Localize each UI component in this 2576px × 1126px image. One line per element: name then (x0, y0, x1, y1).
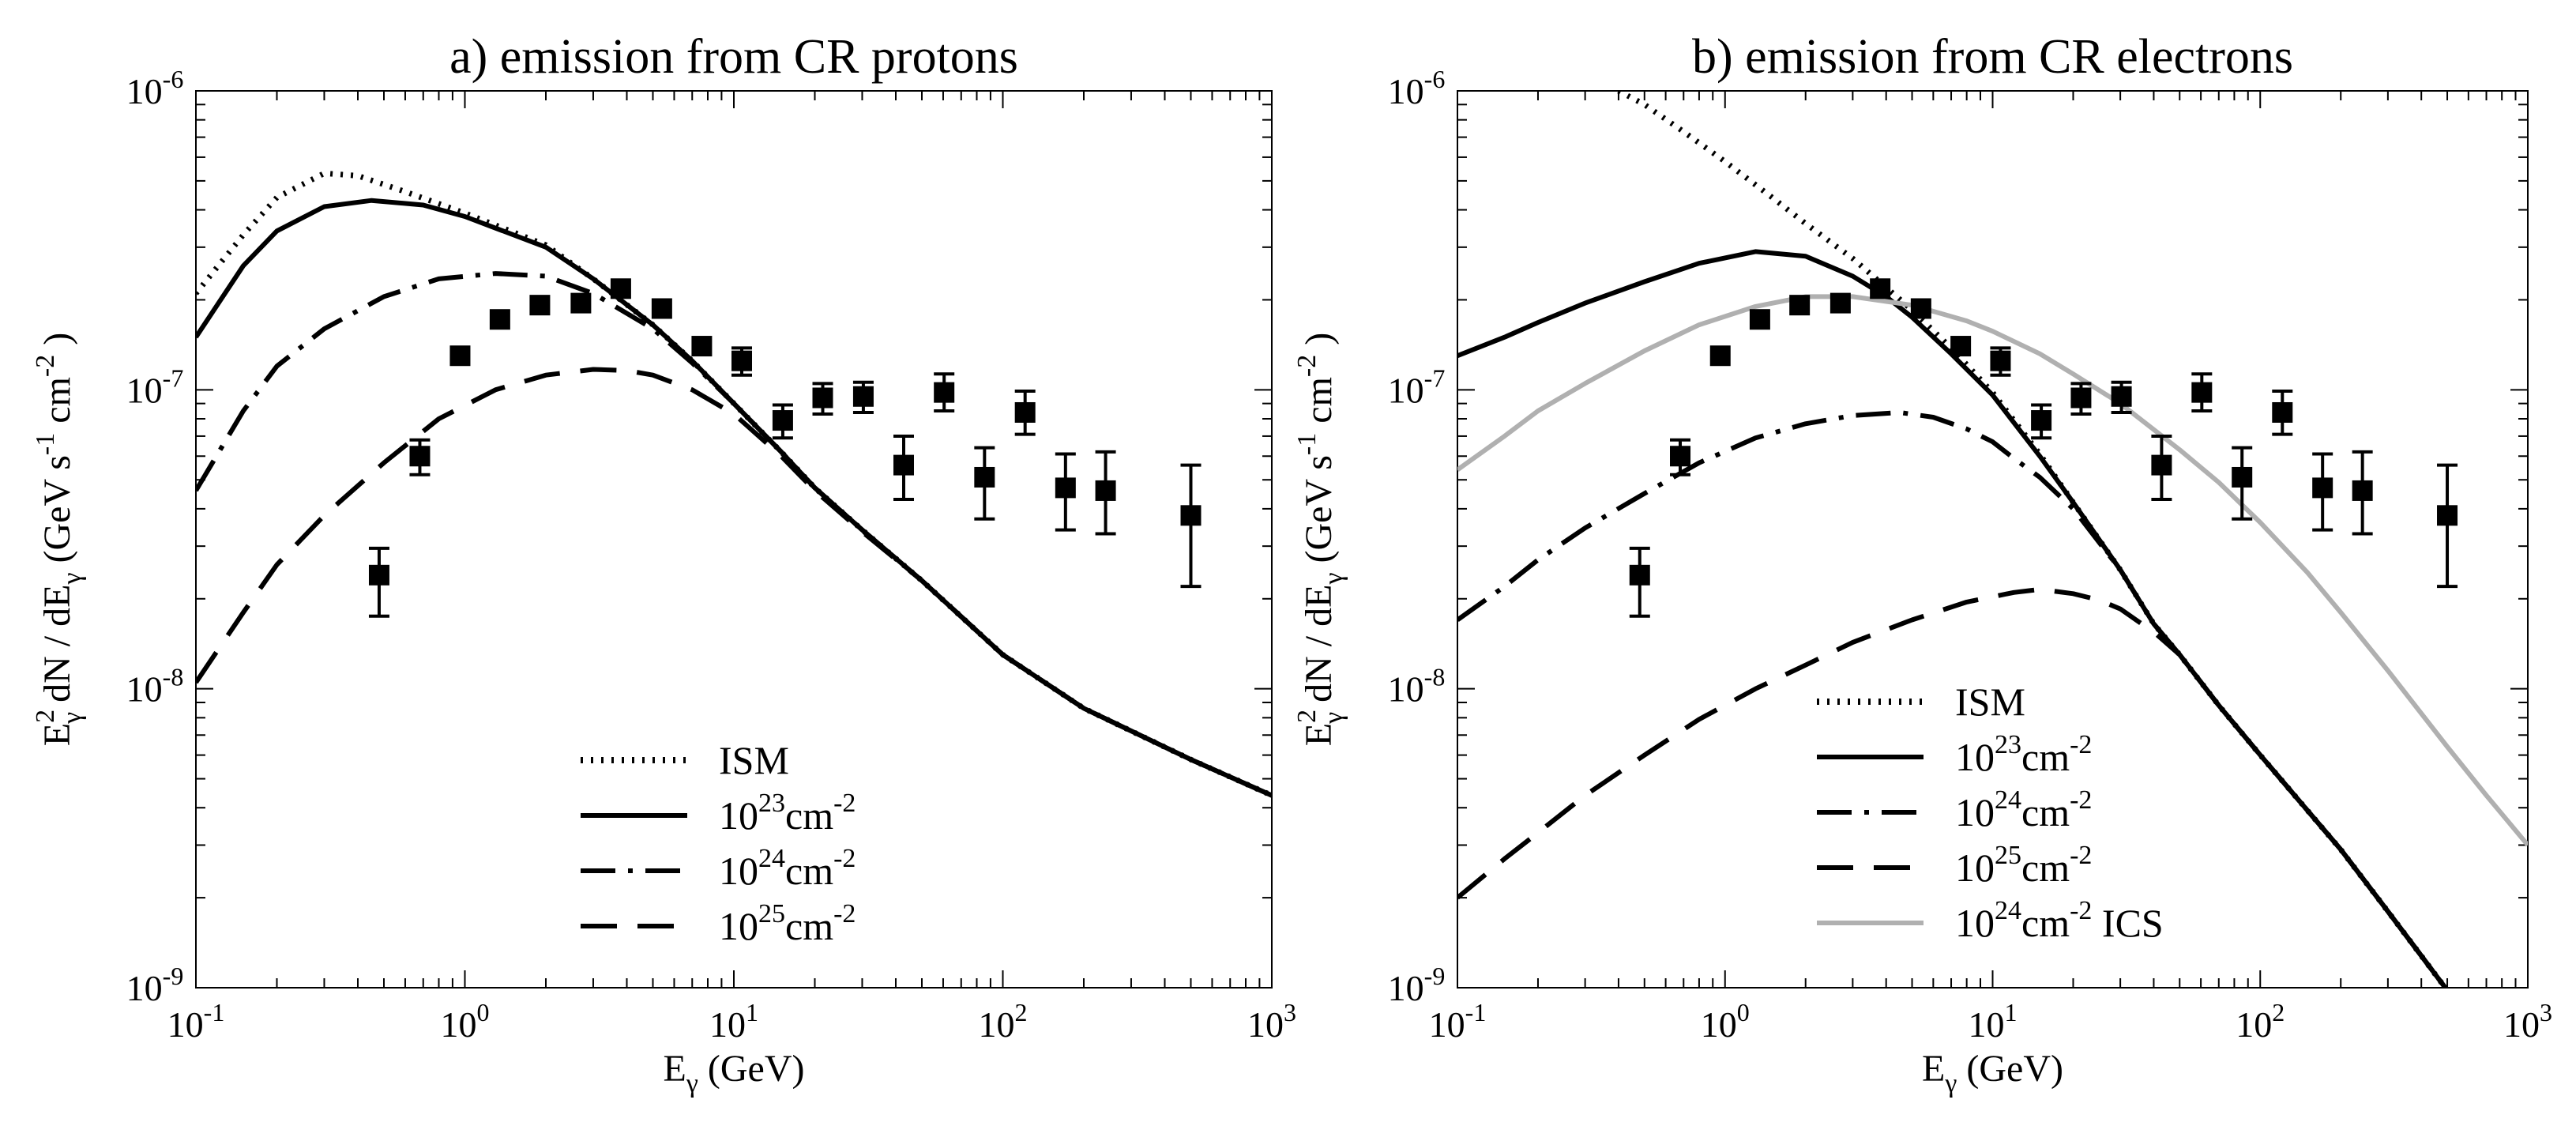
panel-a: 10-1 100 101 102 103 10-9 10-8 10-7 10-6 a) emiss… (31, 30, 1296, 1098)
legend-label: 1023cm-2 (719, 789, 856, 838)
data-point (2070, 387, 2092, 409)
x-tick-label: 10-1 (167, 998, 225, 1045)
y-tick-label: 10-8 (126, 663, 184, 710)
legend-label: ISM (719, 738, 789, 782)
curves (196, 170, 1272, 798)
x-tick-label: 101 (1969, 998, 2018, 1045)
x-tick-label: 102 (2236, 998, 2285, 1045)
data-point (409, 446, 431, 467)
data-point (1095, 480, 1116, 501)
data-point (2352, 480, 2373, 501)
data-point (1670, 446, 1691, 467)
data-point (651, 298, 672, 319)
data-points (1629, 278, 2458, 618)
data-point (974, 466, 995, 488)
x-tick-label: 103 (2503, 998, 2552, 1045)
data-point (731, 350, 753, 371)
x-axis-label: Eγ (GeV) (1922, 1048, 2063, 1098)
x-tick-label: 10-1 (1429, 998, 1487, 1045)
y-axis-label: E2γ dN / dEγ (GeV s-1 cm-2 ) (1292, 333, 1348, 746)
tick-marks (195, 91, 1272, 989)
data-point (691, 336, 713, 357)
data-point (1950, 336, 1972, 357)
data-point (449, 345, 471, 367)
data-point (852, 386, 874, 407)
legend-label: ISM (1955, 680, 2025, 724)
data-points (368, 278, 1202, 618)
data-point (1749, 309, 1770, 330)
data-point (1870, 278, 1891, 299)
y-tick-label: 10-6 (126, 65, 184, 111)
data-point (934, 382, 955, 403)
data-point (2111, 386, 2132, 407)
data-point (2151, 454, 2172, 476)
x-tick-label: 102 (979, 998, 1028, 1045)
x-tick-label: 100 (1701, 998, 1750, 1045)
data-point (772, 410, 793, 431)
series-line-dashed (1457, 586, 2449, 988)
data-point (1830, 292, 1851, 314)
y-tick-label: 10-9 (126, 962, 184, 1008)
data-point (1014, 401, 1036, 423)
data-point (610, 278, 631, 299)
series-line-dashed (196, 367, 1272, 798)
y-tick-label: 10-7 (126, 363, 184, 410)
legend: ISM 1023cm-2 1024cm-2 1025cm-2 (581, 738, 856, 948)
data-point (2272, 401, 2293, 423)
data-point (489, 309, 510, 330)
data-point (2312, 477, 2333, 499)
data-point (529, 295, 551, 316)
data-point (2031, 410, 2052, 431)
data-point (1180, 505, 1202, 526)
data-point (2437, 505, 2458, 526)
data-point (1789, 295, 1811, 316)
legend-label: 1023cm-2 (1955, 730, 2092, 779)
y-tick-label: 10-9 (1388, 962, 1446, 1008)
data-point (1990, 350, 2011, 371)
data-point (1629, 564, 1650, 586)
legend-label: 1025cm-2 (1955, 841, 2092, 890)
data-point (1055, 477, 1076, 499)
x-axis-label: Eγ (GeV) (664, 1048, 805, 1098)
x-tick-label: 100 (441, 998, 490, 1045)
panel-b: 10-1 100 101 102 103 10-9 10-8 10-7 10-6 b) emiss… (1292, 30, 2552, 1098)
x-tick-label: 101 (709, 998, 758, 1045)
legend: ISM 1023cm-2 1024cm-2 1025cm-2 1024cm-2 ICS (1817, 680, 2164, 945)
y-tick-label: 10-7 (1388, 363, 1446, 410)
series-line-dashdot (1457, 410, 2449, 988)
series-line-dashdot (196, 271, 1272, 798)
series-line-solid (1457, 249, 2449, 988)
data-point (2191, 382, 2213, 403)
chart-title: b) emission from CR electrons (1692, 30, 2293, 84)
legend-label: 1024cm-2 ICS (1955, 896, 2164, 945)
y-tick-label: 10-8 (1388, 663, 1446, 710)
legend-label: 1024cm-2 (1955, 785, 2092, 834)
series-line-solid-gray (1457, 294, 2528, 847)
data-point (1910, 298, 1931, 319)
y-tick-label: 10-6 (1388, 65, 1446, 111)
legend-label: 1024cm-2 (719, 844, 856, 893)
y-axis-label: E2γ dN / dEγ (GeV s-1 cm-2 ) (31, 333, 87, 746)
data-point (570, 292, 592, 314)
legend-label: 1025cm-2 (719, 899, 856, 948)
x-tick-label: 103 (1247, 998, 1296, 1045)
tick-marks (1457, 91, 2528, 989)
data-point (2232, 466, 2253, 488)
data-point (893, 454, 915, 476)
chart-title: a) emission from CR protons (449, 30, 1018, 84)
data-point (368, 564, 389, 586)
data-point (812, 387, 833, 409)
data-point (1709, 345, 1731, 367)
